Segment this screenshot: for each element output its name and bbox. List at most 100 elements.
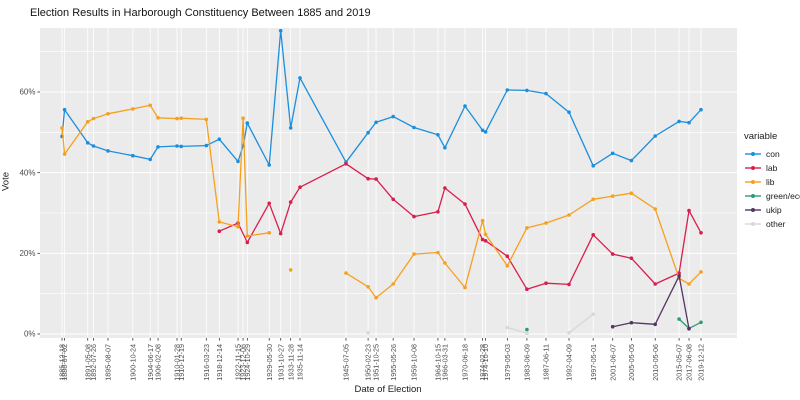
legend-items: con lab lib green/eco ukip other — [744, 147, 800, 231]
series-point-lib — [60, 126, 64, 130]
series-point-lib — [544, 221, 548, 225]
series-line-lab — [219, 163, 702, 290]
legend-key-ukip — [745, 208, 761, 212]
y-tick-label: 0% — [24, 330, 36, 339]
series-point-con — [436, 133, 440, 137]
x-tick-label: 1904-06-17 — [146, 344, 155, 381]
series-point-lab — [344, 162, 348, 166]
legend-key-green-eco — [745, 194, 761, 198]
series-point-con — [175, 144, 179, 148]
series-point-con — [217, 137, 222, 141]
series-point-lab — [591, 233, 595, 237]
series-point-lib — [443, 261, 447, 265]
x-tick-label: 1923-12-06 — [239, 344, 248, 381]
series-point-lab — [412, 214, 416, 219]
series-point-lib — [653, 207, 657, 211]
series-point-con — [412, 125, 416, 130]
x-tick-label: 1974-02-28 — [478, 344, 487, 381]
series-point-lib — [241, 116, 245, 120]
series-point-con — [62, 107, 67, 112]
series-point-lab — [366, 176, 370, 181]
series-point-other — [567, 331, 571, 335]
series-point-lib — [179, 116, 183, 120]
x-tick-label: 1918-12-14 — [215, 344, 224, 381]
series-point-lib — [412, 252, 416, 256]
legend-key-point — [751, 166, 755, 170]
series-point-lib — [610, 194, 615, 198]
x-tick-label: 1910-12-19 — [177, 344, 186, 381]
series-point-con — [288, 126, 293, 130]
legend-label-lib: lib — [766, 177, 775, 187]
legend-item-con: con — [744, 147, 800, 161]
plot-panel-group — [40, 28, 737, 338]
series-point-con — [204, 143, 209, 148]
series-point-other — [525, 331, 529, 336]
x-tick-label: 2005-05-05 — [627, 344, 636, 381]
series-point-con — [610, 151, 615, 156]
legend-key-point — [751, 194, 755, 198]
x-tick-label: 1906-02-08 — [154, 344, 163, 381]
series-point-lib — [288, 268, 293, 272]
series-point-lab — [267, 201, 272, 206]
series-point-con — [525, 88, 529, 93]
series-point-lab — [217, 229, 222, 233]
x-tick-label: 1910-01-28 — [173, 344, 182, 381]
legend-label-lab: lab — [766, 163, 778, 173]
x-tick-label: 1885-12-18 — [58, 344, 67, 381]
series-point-lib — [344, 271, 348, 275]
x-tick-label: 1997-05-01 — [589, 344, 598, 381]
series-point-lib — [480, 218, 485, 223]
series-point-ukip — [629, 320, 634, 325]
series-point-con — [179, 144, 183, 149]
series-point-lab — [544, 281, 548, 286]
series-point-lib — [629, 191, 634, 195]
series-point-con — [298, 76, 302, 80]
series-point-lab — [374, 177, 378, 181]
series-point-con — [483, 130, 488, 134]
series-point-con — [677, 119, 681, 124]
x-tick-label: 1979-05-03 — [503, 344, 512, 381]
series-point-lib — [391, 282, 396, 286]
series-point-lab — [463, 202, 467, 206]
legend-key-lib — [745, 180, 761, 184]
series-point-con — [278, 28, 283, 33]
series-lab — [217, 162, 703, 292]
chart-title: Election Results in Harborough Constitue… — [30, 7, 371, 19]
x-tick-label: 2015-05-07 — [675, 344, 684, 381]
x-tick-label: 1892-07-26 — [89, 344, 98, 381]
series-point-lib — [483, 232, 488, 237]
series-point-con — [480, 128, 485, 133]
series-point-green-eco — [677, 317, 681, 321]
x-tick-label: 1935-11-14 — [296, 344, 305, 380]
x-tick-label: 1924-10-29 — [243, 344, 252, 381]
series-point-other — [366, 331, 370, 335]
x-tick-label: 1900-10-24 — [128, 344, 137, 381]
legend-key-con — [745, 152, 761, 156]
legend-item-green-eco: green/eco — [744, 189, 800, 203]
series-ukip — [610, 274, 691, 331]
series-point-con — [699, 107, 703, 112]
series-point-ukip — [687, 327, 691, 331]
series-point-lab — [245, 240, 250, 245]
x-tick-label: 1931-10-27 — [276, 344, 285, 381]
series-point-con — [629, 158, 634, 163]
x-tick-label: 1966-03-31 — [441, 344, 450, 381]
series-point-con — [505, 88, 510, 92]
series-line-con — [61, 30, 702, 167]
series-point-lab — [699, 231, 703, 235]
series-point-con — [106, 149, 110, 153]
series-point-con — [567, 110, 571, 114]
legend-key-point — [751, 180, 755, 184]
series-point-ukip — [610, 324, 615, 329]
x-tick-label: 1955-05-26 — [389, 344, 398, 381]
series-point-lib — [267, 231, 272, 235]
series-point-lib — [175, 116, 179, 121]
series-point-lab — [610, 252, 615, 256]
series-point-lib — [131, 107, 135, 111]
series-point-con — [236, 159, 240, 164]
x-tick-label: 1916-03-23 — [202, 344, 211, 381]
y-tick-label: 60% — [19, 88, 35, 97]
legend-key-lab — [745, 166, 761, 170]
series-point-con — [131, 153, 135, 158]
